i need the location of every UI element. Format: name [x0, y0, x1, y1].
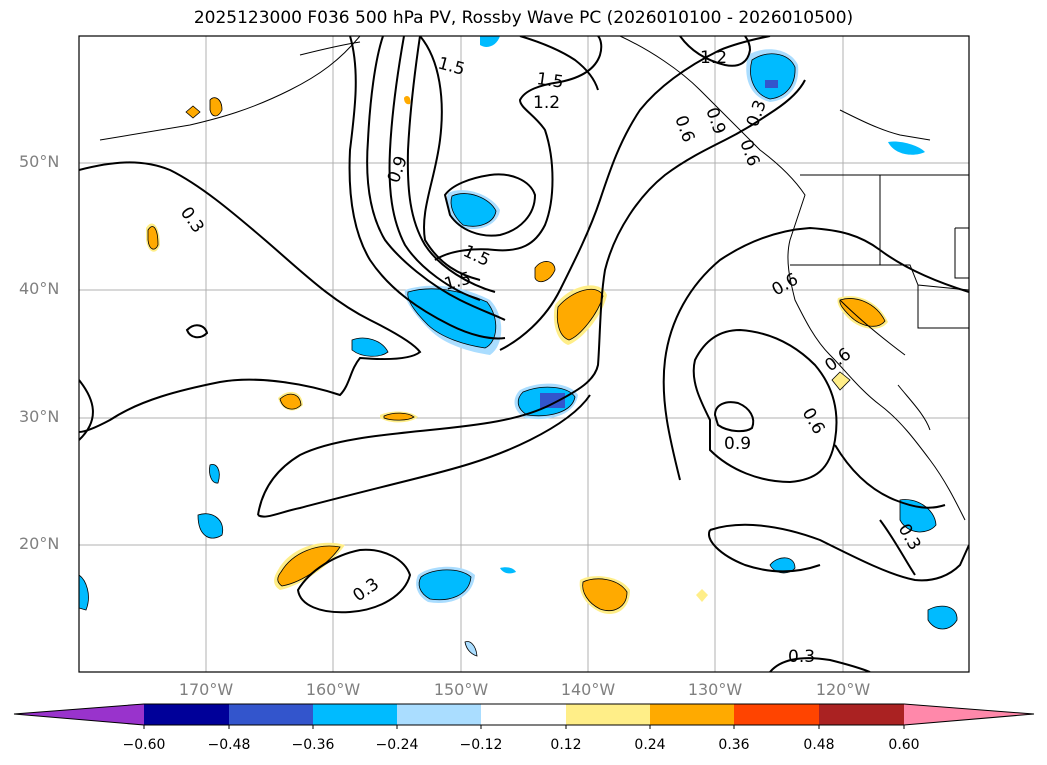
map-title: 2025123000 F036 500 hPa PV, Rossby Wave …: [193, 8, 854, 28]
colorbar-cell: [650, 704, 734, 725]
contour-label: 0.3: [743, 97, 771, 129]
contour-label: 0.6: [735, 137, 763, 169]
positive-pv-anomalies: [146, 96, 888, 614]
lon-label: 170°W: [178, 680, 234, 699]
colorbar-cell: [397, 704, 481, 725]
lat-label: 40°N: [19, 279, 60, 298]
contour-label: 0.6: [798, 405, 829, 438]
colorbar-cell: [734, 704, 819, 725]
contour-label: 1.2: [700, 48, 727, 68]
gridlines: [79, 36, 969, 672]
contour-label: 0.6: [769, 269, 802, 300]
contour-label: 0.3: [788, 647, 815, 667]
colorbar-tick-label: 0.24: [634, 737, 666, 753]
lat-label: 50°N: [19, 152, 60, 171]
contour-label: 1.5: [535, 69, 565, 93]
contour-label: 0.3: [349, 574, 383, 606]
lon-label: 140°W: [560, 680, 616, 699]
lon-label: 160°W: [305, 680, 361, 699]
colorbar-cell: [229, 704, 313, 725]
contour-label: 0.9: [701, 105, 729, 137]
contour-label: 0.3: [176, 203, 208, 237]
colorbar-cell: [819, 704, 904, 725]
map-frame: [78, 35, 970, 673]
colorbar-tick-label: −0.60: [122, 737, 166, 753]
colorbar-tick-label: −0.24: [375, 737, 419, 753]
lat-label: 30°N: [19, 407, 60, 426]
colorbar-tick-label: −0.36: [291, 737, 335, 753]
colorbar-extend-low: [14, 704, 144, 725]
colorbar-tick-label: 0.12: [550, 737, 582, 753]
negative-pv-anomalies: [79, 36, 958, 657]
contour-label: 0.6: [670, 113, 698, 145]
colorbar-cell: [144, 704, 229, 725]
contour-label: 1.5: [442, 269, 473, 295]
pv-contours: [79, 36, 969, 672]
colorbar: [13, 703, 1035, 729]
contour-label: 0.6: [821, 344, 855, 376]
contour-label: 1.5: [436, 54, 467, 80]
colorbar-tick-label: 0.48: [803, 737, 835, 753]
lon-label: 120°W: [815, 680, 871, 699]
colorbar-cell: [566, 704, 650, 725]
colorbar-tick-label: 0.60: [888, 737, 920, 753]
colorbar-cell: [313, 704, 397, 725]
contour-label: 1.5: [460, 241, 493, 271]
colorbar-tick-label: 0.36: [718, 737, 750, 753]
colorbar-extend-high: [904, 704, 1034, 725]
colorbar-tick-label: −0.12: [459, 737, 503, 753]
lat-label: 20°N: [19, 534, 60, 553]
lon-label: 130°W: [687, 680, 743, 699]
colorbar-cell: [481, 704, 566, 725]
contour-label: 0.9: [724, 434, 751, 454]
lon-label: 150°W: [433, 680, 489, 699]
contour-label: 1.2: [533, 93, 560, 113]
colorbar-tick-label: −0.48: [207, 737, 251, 753]
